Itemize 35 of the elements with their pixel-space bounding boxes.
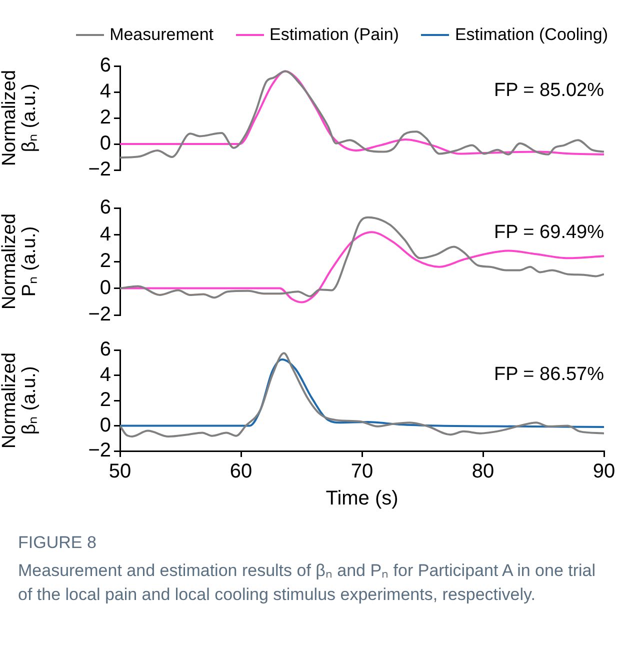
y-axis-title: Normalized βₙ (a.u.) — [0, 70, 40, 166]
y-axis-title: Normalized Pₙ (a.u.) — [0, 213, 40, 310]
y-tick-label: 2 — [100, 250, 111, 272]
y-tick-label: 4 — [100, 80, 111, 103]
y-tick-label: 6 — [100, 54, 111, 77]
y-tick-label: 2 — [100, 389, 111, 412]
legend-label: Measurement — [110, 25, 214, 45]
y-tick-label: 6 — [100, 338, 111, 361]
y-tick-label: 0 — [100, 276, 111, 299]
y-tick-label: 0 — [100, 414, 111, 436]
annotation: FP = 86.57% — [494, 364, 604, 386]
x-axis-title: Time (s) — [326, 488, 398, 510]
line-series — [120, 352, 604, 438]
legend-label: Estimation (Pain) — [270, 25, 399, 45]
x-tick-label: 90 — [592, 460, 616, 483]
y-tick-label: 4 — [100, 223, 111, 246]
caption: FIGURE 8 — [18, 533, 98, 553]
y-tick-label: −2 — [88, 304, 111, 326]
x-tick-label: 80 — [472, 460, 494, 483]
x-tick-label: 50 — [108, 460, 132, 483]
annotation: FP = 69.49% — [494, 222, 604, 244]
y-tick-label: 6 — [100, 196, 111, 219]
y-tick-label: −2 — [88, 440, 111, 462]
annotation: FP = 85.02% — [494, 80, 604, 102]
text: Measurement and estimation results of βₙ and Pₙ for Participant A in one trial of the local pain and local cooling stimulus experiments, respectively. — [18, 560, 597, 606]
line-series — [120, 358, 604, 428]
text: Estimation (Cooling) — [454, 25, 608, 44]
x-tick-label: 70 — [350, 460, 374, 483]
y-tick-label: −2 — [88, 158, 111, 181]
y-tick-label: 4 — [100, 364, 111, 386]
y-axis-title: Normalized βₙ (a.u.) — [0, 352, 40, 449]
line-series — [120, 216, 604, 299]
y-tick-label: 0 — [100, 132, 111, 155]
y-tick-label: 2 — [100, 106, 111, 129]
x-tick-label: 60 — [230, 460, 252, 483]
